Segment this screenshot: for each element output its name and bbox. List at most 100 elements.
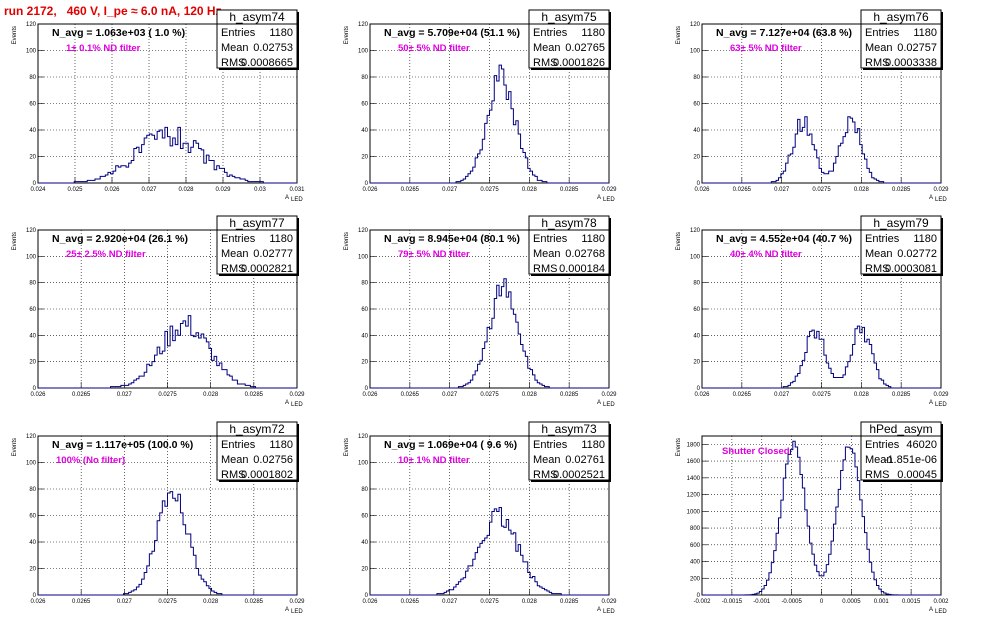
stats-box [528,9,610,69]
y-tick-label: 0 [365,181,369,187]
histogram-line [702,325,941,389]
stats-value: 0.02777 [253,248,293,260]
stats-key: Entries [865,233,900,245]
x-tick-label: 0.001 [874,599,890,605]
filter-label: 100% (No filter) [56,455,125,466]
y-axis-label: Events [344,232,350,250]
y-tick-label: 120 [358,434,369,440]
x-tick-label: 0.0015 [902,599,921,605]
x-axis-label: A [929,400,933,406]
y-tick-label: 60 [29,102,36,108]
stats-key: RMS [533,57,557,69]
y-tick-label: 100 [358,49,369,55]
x-tick-label: 0.027 [442,392,458,398]
stats-shadow [219,480,299,482]
y-tick-label: 80 [361,75,368,81]
y-tick-label: 20 [693,155,700,161]
x-axis-label: A [929,607,933,613]
y-tick-label: 40 [29,540,36,546]
stats-shadow [941,218,943,276]
y-tick-label: 800 [690,526,701,532]
y-tick-label: 0 [365,593,369,599]
x-tick-label: 0.0285 [560,187,579,193]
y-tick-label: 80 [361,281,368,287]
x-axis-label-sub: LED [291,609,303,615]
y-tick-label: 40 [361,540,368,546]
x-tick-label: 0.026 [362,187,378,193]
x-tick-label: 0.0005 [842,599,861,605]
stats-box [860,215,942,275]
x-tick-label: 0.026 [694,187,710,193]
n-avg-label: N_avg = 1.117e+05 (100.0 %) [52,439,193,451]
histogram-line [38,315,297,389]
y-tick-label: 1000 [687,509,701,515]
stats-key: RMS [221,469,245,481]
stats-key: Entries [533,27,568,39]
x-tick-label: -0.002 [693,599,711,605]
y-tick-label: 0 [697,593,701,599]
stats-key: Mean [221,42,249,54]
x-tick-label: 0.002 [933,599,949,605]
x-tick-label: 0.027 [117,392,133,398]
y-tick-label: 200 [690,576,701,582]
y-tick-label: 80 [29,75,36,81]
histogram-panel: -0.002 -0.0015 -0.001 -0.0005 0 0.0005 0.001 0.… [676,421,949,615]
stats-key: Entries [533,439,568,451]
stats-value: 1180 [269,439,293,451]
y-tick-label: 100 [26,254,37,260]
stats-value: 0.02765 [565,42,605,54]
x-tick-label: 0.0265 [733,392,752,398]
x-axis-label: A [285,607,289,613]
y-tick-label: 0 [33,593,37,599]
filter-label: Shutter Closed [722,446,790,457]
y-tick-label: 80 [29,281,36,287]
histogram-line [370,64,609,184]
stats-value: 1180 [581,27,605,39]
stats-value: 0.00045 [897,469,937,481]
y-tick-label: 20 [29,567,36,573]
x-axis-label-sub: LED [603,609,615,615]
stats-shadow [609,12,611,70]
stats-value: 46020 [906,439,937,451]
x-tick-label: 0.028 [522,187,538,193]
histogram-line [702,440,941,596]
y-tick-label: 20 [29,360,36,366]
y-tick-label: 120 [26,22,37,28]
filter-label: 50± 5% ND filter [398,43,470,54]
y-tick-label: 20 [361,567,368,573]
x-tick-label: 0.028 [854,187,870,193]
stats-key: RMS [865,469,889,481]
x-tick-label: 0.027 [442,187,458,193]
y-tick-label: 60 [361,514,368,520]
y-tick-label: 1800 [687,442,701,448]
filter-label: 79± 5% ND filter [398,249,470,260]
histogram-name: h_asym74 [229,10,285,24]
n-avg-label: N_avg = 7.127e+04 (63.8 %) [716,27,852,39]
x-tick-label: 0.027 [774,392,790,398]
y-tick-label: 120 [26,434,37,440]
histogram-panel: 0.026 0.0265 0.027 0.0275 0.028 0.0285 0.029 0 2… [344,421,617,615]
y-tick-label: 60 [361,102,368,108]
x-tick-label: 0.028 [178,187,194,193]
x-tick-label: 0.0285 [892,187,911,193]
histogram-name: h_asym72 [229,422,285,436]
stats-value: 0.0002521 [553,469,605,481]
stats-shadow [531,480,611,482]
x-tick-label: 0.0285 [560,599,579,605]
x-axis-label-sub: LED [935,609,947,615]
stats-key: Entries [221,27,256,39]
stats-value: -1.851e-06 [884,454,937,466]
x-tick-label: 0.027 [117,599,133,605]
filter-label: 40± 4% ND filter [730,249,802,260]
stats-shadow [531,68,611,70]
x-tick-label: 0.0265 [401,392,420,398]
stats-key: RMS [533,263,557,275]
x-tick-label: 0.029 [601,187,617,193]
x-tick-label: 0.026 [104,187,120,193]
y-tick-label: 40 [693,128,700,134]
stats-key: Mean [221,248,249,260]
stats-value: 0.0008665 [241,57,293,69]
stats-key: Entries [221,439,256,451]
stats-value: 1180 [581,233,605,245]
y-tick-label: 120 [358,22,369,28]
